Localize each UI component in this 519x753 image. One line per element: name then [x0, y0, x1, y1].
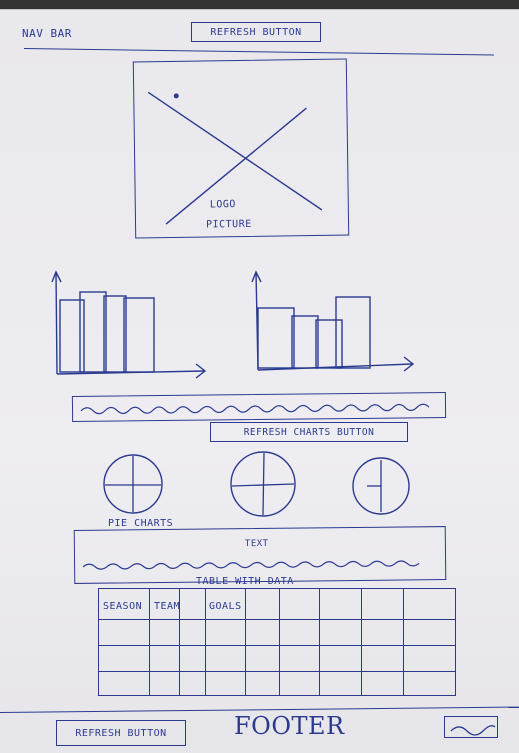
- table-col-divider: [319, 589, 320, 695]
- refresh-charts-button-label: REFRESH CHARTS BUTTON: [243, 426, 375, 438]
- pie-chart-2: [230, 451, 296, 517]
- pie-charts-label: PIE CHARTS: [108, 518, 174, 529]
- table-row-divider: [99, 619, 455, 620]
- table-header-team: TEAM: [154, 601, 181, 612]
- squiggle-text-2: [82, 560, 420, 570]
- table-col-divider: [403, 589, 404, 695]
- table-col-divider: [245, 589, 246, 695]
- table-row-divider: [99, 645, 455, 646]
- wave-icon: [450, 725, 496, 736]
- footer-label: FOOTER: [234, 712, 345, 740]
- footer-refresh-button[interactable]: REFRESH BUTTON: [56, 720, 186, 746]
- table-row-divider: [99, 671, 455, 672]
- logo-label-line2: PICTURE: [205, 218, 252, 231]
- navbar-divider: [23, 48, 494, 56]
- table-col-divider: [205, 589, 206, 695]
- text-section: TEXT: [73, 526, 447, 584]
- logo-label-line1: LOGO: [209, 199, 236, 211]
- footer-refresh-button-label: REFRESH BUTTON: [75, 727, 167, 739]
- table-header-season: SEASON: [103, 601, 143, 612]
- data-table: SEASON TEAM GOALS: [98, 588, 456, 696]
- table-col-divider: [149, 589, 150, 695]
- navbar-refresh-button-label: REFRESH BUTTON: [210, 26, 302, 38]
- table-header-goals: GOALS: [209, 601, 242, 612]
- table-col-divider: [361, 589, 362, 695]
- background-edge: [0, 0, 519, 9]
- charts-text-box: [71, 392, 447, 422]
- pie-chart-1: [103, 454, 163, 514]
- squiggle-text: [80, 403, 430, 415]
- table-title: TABLE WITH DATA: [196, 576, 294, 587]
- logo-picture: LOGO PICTURE: [132, 58, 350, 239]
- refresh-charts-button[interactable]: REFRESH CHARTS BUTTON: [210, 422, 408, 442]
- logo-placeholder-cross: [147, 91, 323, 225]
- footer-icon-box[interactable]: [444, 716, 498, 738]
- navbar-refresh-button[interactable]: REFRESH BUTTON: [191, 22, 321, 42]
- pie-chart-3: [352, 457, 410, 515]
- table-col-divider: [179, 589, 180, 695]
- navbar-label: NAV BAR: [22, 27, 72, 40]
- table-col-divider: [279, 589, 280, 695]
